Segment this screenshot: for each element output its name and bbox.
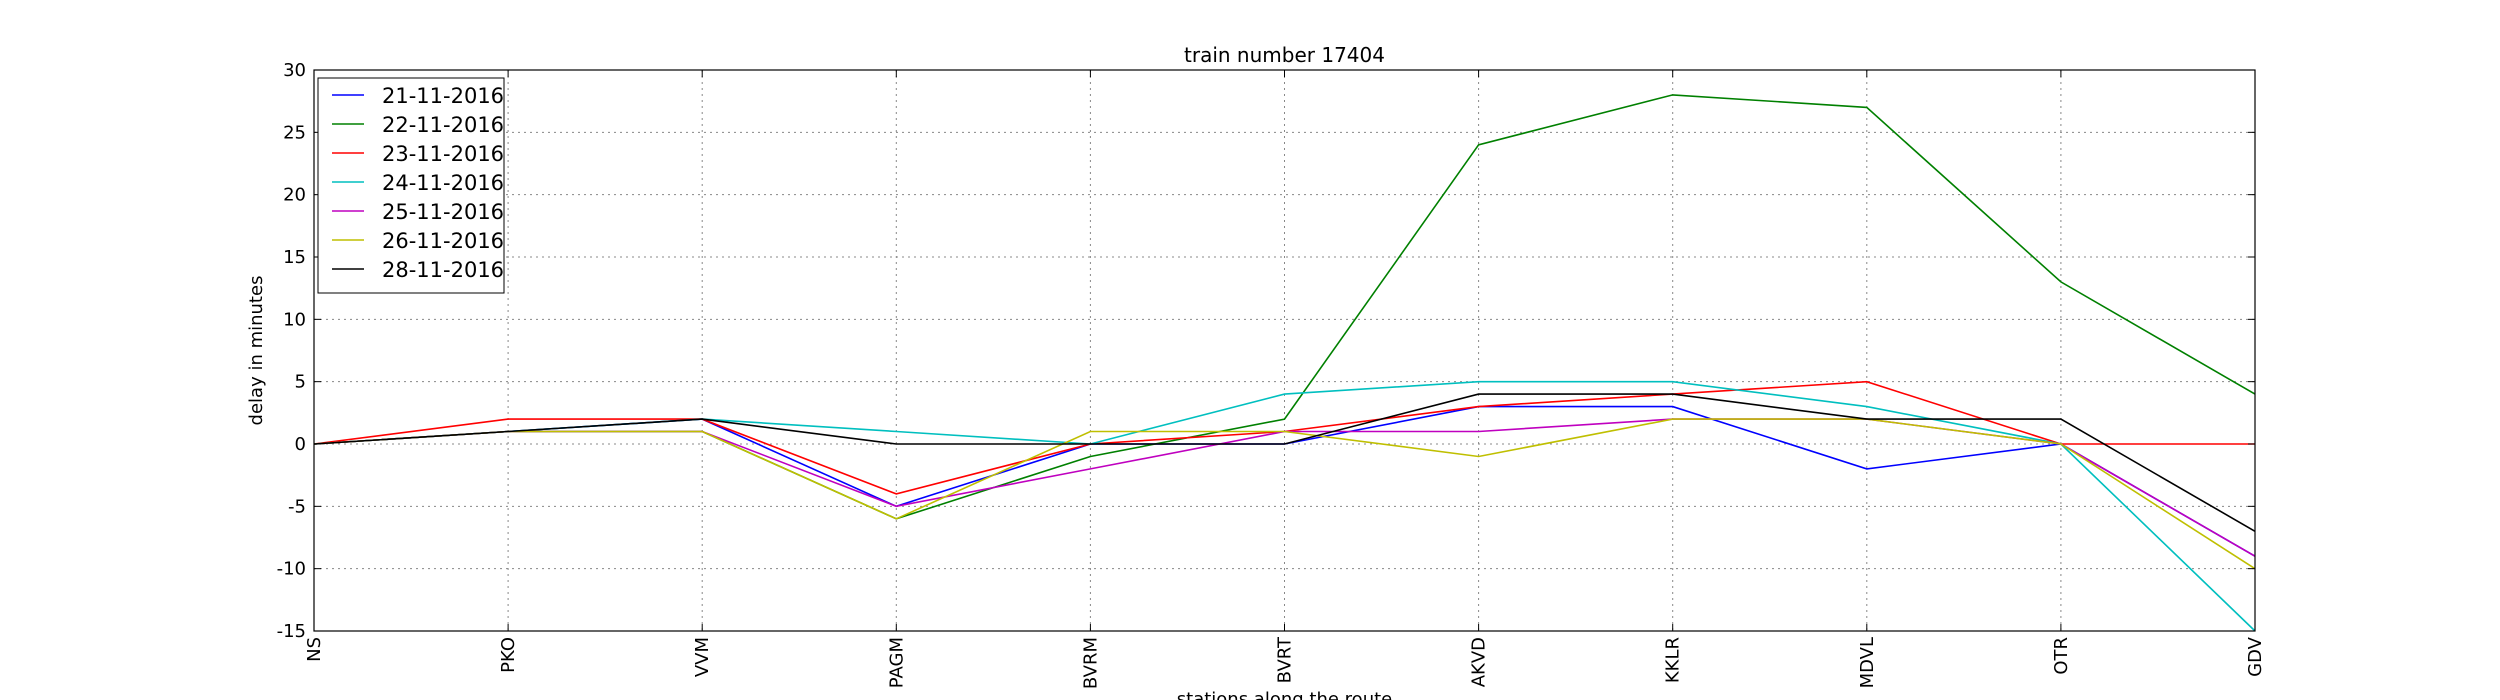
y-tick-label: 5 xyxy=(295,372,306,393)
x-tick-label: PKO xyxy=(498,637,519,673)
legend-label-23-11-2016: 23-11-2016 xyxy=(382,142,504,166)
grid xyxy=(314,70,2255,631)
y-tick-label: -5 xyxy=(288,496,306,517)
y-tick-label: 25 xyxy=(283,122,306,143)
x-tick-label: KKLR xyxy=(1663,637,1684,683)
series-line-28-11-2016 xyxy=(313,393,2256,532)
x-tick-label: NS xyxy=(304,637,325,662)
x-axis-title: stations along the route xyxy=(1177,689,1392,700)
legend-label-22-11-2016: 22-11-2016 xyxy=(382,113,504,137)
legend-label-28-11-2016: 28-11-2016 xyxy=(382,258,504,282)
x-tick-label: AKVD xyxy=(1469,637,1490,687)
y-tick-label: 0 xyxy=(295,434,306,455)
legend-label-21-11-2016: 21-11-2016 xyxy=(382,84,504,108)
y-tick-label: 10 xyxy=(283,309,306,330)
x-tick-label: BVRT xyxy=(1275,636,1296,683)
y-tick-label: 20 xyxy=(283,185,306,206)
series-line-26-11-2016 xyxy=(313,418,2256,570)
x-axis-ticks: NS PKO VVM PAGM BVRM BVRT AKVD KKLR MDVL OTR GDV xyxy=(304,70,2266,689)
legend-box xyxy=(317,77,505,294)
legend-label-26-11-2016: 26-11-2016 xyxy=(382,229,504,253)
legend-label-25-11-2016: 25-11-2016 xyxy=(382,200,504,224)
x-tick-label: MDVL xyxy=(1857,637,1878,688)
x-tick-label: PAGM xyxy=(886,637,907,688)
y-axis-title: delay in minutes xyxy=(246,276,267,426)
legend: 21-11-2016 22-11-2016 23-11-2016 24-11-2016… xyxy=(317,77,505,294)
x-tick-label: GDV xyxy=(2245,636,2266,676)
series-line-25-11-2016 xyxy=(313,418,2256,557)
legend-label-24-11-2016: 24-11-2016 xyxy=(382,171,504,195)
y-tick-label: 15 xyxy=(283,247,306,268)
x-tick-label: BVRM xyxy=(1080,637,1101,689)
x-tick-label: OTR xyxy=(2051,637,2072,675)
series-lines xyxy=(313,94,2256,632)
y-tick-label: -10 xyxy=(277,559,306,580)
y-axis-ticks: -15 -10 -5 0 5 10 15 20 25 30 xyxy=(277,60,2255,642)
chart-title: train number 17404 xyxy=(1184,43,1385,67)
y-tick-label: 30 xyxy=(283,60,306,81)
y-tick-label: -15 xyxy=(277,621,306,642)
x-tick-label: VVM xyxy=(692,637,713,677)
